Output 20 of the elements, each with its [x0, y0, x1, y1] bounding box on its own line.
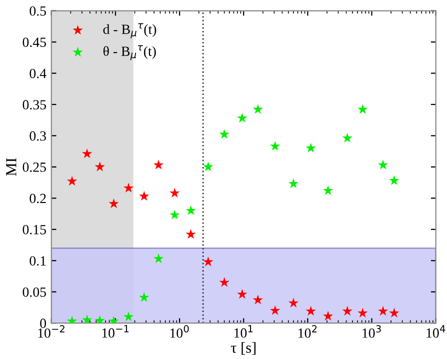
x-tick-label: 10$^{4}$: [426, 325, 446, 338]
y-tick-label: 0.4: [30, 68, 46, 78]
x-tick-label: 10$^{1}$: [234, 325, 253, 338]
x-axis-title: τ [s]: [230, 342, 256, 355]
y-tick-label: 0.35: [22, 100, 46, 110]
y-tick-label: 0.45: [22, 38, 46, 48]
y-tick-label: 0.05: [22, 287, 46, 297]
y-axis-title: MI: [6, 158, 16, 176]
x-tick-label: 10$^{2}$: [298, 325, 317, 338]
x-tick-label: 10$^{−1}$: [102, 325, 129, 338]
y-tick-label: 0.5: [30, 6, 46, 16]
legend-label: θ - B$_{μ}$$^{τ}$(t): [103, 45, 156, 60]
y-tick-label: 0.25: [22, 162, 46, 172]
y-tick-label: 0.1: [30, 256, 46, 266]
x-tick-label: 10$^{0}$: [170, 325, 189, 338]
y-tick-label: 0.2: [30, 194, 46, 204]
x-tick-label: 10$^{3}$: [362, 325, 381, 338]
legend-label: d - B$_{μ}$$^{τ}$(t): [103, 23, 156, 38]
y-tick-label: 0.3: [30, 131, 46, 141]
y-tick-label: 0.15: [22, 224, 46, 234]
